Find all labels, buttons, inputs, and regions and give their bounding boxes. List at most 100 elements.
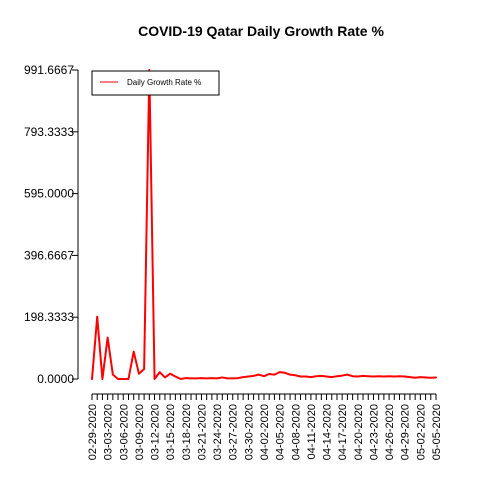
data-point bbox=[195, 377, 197, 379]
data-point bbox=[169, 373, 171, 375]
data-point bbox=[101, 378, 104, 380]
x-tick-label: 02-29-2020 bbox=[87, 404, 99, 460]
series-line-daily-growth-rate bbox=[91, 69, 437, 380]
data-point bbox=[357, 375, 359, 378]
data-point bbox=[372, 375, 375, 378]
y-tick-label: 595.0000 bbox=[24, 187, 74, 201]
data-point bbox=[388, 375, 390, 377]
data-point bbox=[242, 376, 244, 378]
data-point bbox=[127, 378, 130, 380]
data-point bbox=[279, 371, 281, 373]
data-point bbox=[336, 375, 338, 377]
data-point bbox=[226, 377, 229, 379]
data-point bbox=[398, 375, 401, 377]
data-point bbox=[320, 375, 322, 377]
x-tick-label: 03-24-2020 bbox=[212, 404, 224, 460]
y-tick-label: 793.3333 bbox=[24, 125, 74, 139]
data-point bbox=[185, 377, 187, 379]
data-point bbox=[424, 376, 427, 379]
y-tick-label: 396.6667 bbox=[24, 248, 74, 262]
x-tick-label: 04-17-2020 bbox=[337, 404, 349, 460]
data-point bbox=[174, 375, 176, 378]
chart-title: COVID-19 Qatar Daily Growth Rate % bbox=[138, 23, 384, 39]
x-tick-label: 03-21-2020 bbox=[196, 404, 208, 460]
data-point bbox=[133, 350, 135, 353]
data-point bbox=[258, 374, 260, 376]
data-point bbox=[164, 376, 166, 379]
x-tick-label: 04-02-2020 bbox=[259, 404, 271, 460]
data-point bbox=[263, 375, 265, 377]
data-point bbox=[180, 378, 182, 380]
y-tick-label: 0.0000 bbox=[37, 372, 74, 386]
x-axis: 02-29-2020 03-03-2020 03-06-2020 03-09-2020… bbox=[87, 393, 443, 460]
data-point bbox=[435, 376, 437, 379]
y-axis: 0.0000 198.3333 396.6667 595.0000 793.3333 99… bbox=[24, 63, 79, 386]
x-tick-label: 05-02-2020 bbox=[415, 404, 427, 460]
data-point bbox=[117, 378, 119, 380]
data-point bbox=[409, 376, 411, 378]
data-point bbox=[294, 374, 296, 376]
data-point bbox=[206, 377, 208, 379]
data-point bbox=[247, 375, 249, 378]
data-point bbox=[221, 376, 223, 379]
data-point bbox=[289, 374, 291, 376]
data-point bbox=[341, 374, 343, 377]
legend-box bbox=[91, 70, 220, 96]
data-point bbox=[331, 376, 333, 378]
y-tick-label: 198.3333 bbox=[24, 310, 74, 324]
data-point bbox=[310, 376, 312, 378]
data-point bbox=[148, 69, 150, 71]
data-point bbox=[393, 375, 395, 378]
x-tick-label: 04-26-2020 bbox=[384, 404, 396, 460]
data-point bbox=[138, 373, 140, 375]
data-point bbox=[237, 377, 239, 379]
x-tick-label: 03-18-2020 bbox=[181, 404, 193, 460]
x-tick-label: 04-14-2020 bbox=[322, 404, 334, 460]
data-point bbox=[346, 374, 348, 376]
data-point bbox=[96, 316, 98, 318]
data-point bbox=[91, 378, 93, 380]
x-tick-label: 04-11-2020 bbox=[306, 404, 318, 459]
data-point bbox=[273, 374, 276, 376]
x-tick-label: 03-30-2020 bbox=[243, 404, 255, 460]
x-tick-label: 03-27-2020 bbox=[228, 404, 240, 460]
data-point bbox=[107, 336, 109, 339]
data-point bbox=[153, 378, 156, 380]
data-point bbox=[414, 377, 416, 379]
data-point bbox=[315, 375, 317, 377]
data-point bbox=[232, 377, 234, 379]
data-point bbox=[200, 377, 203, 379]
x-tick-label: 03-09-2020 bbox=[134, 404, 146, 460]
y-tick-label: 991.6667 bbox=[24, 63, 74, 77]
x-tick-label: 04-05-2020 bbox=[275, 404, 287, 460]
data-point bbox=[404, 375, 406, 378]
data-point bbox=[268, 373, 270, 375]
x-tick-label: 03-12-2020 bbox=[150, 404, 162, 460]
data-point bbox=[190, 377, 192, 379]
legend-entry-label: Daily Growth Rate % bbox=[127, 78, 201, 87]
x-tick-label: 04-20-2020 bbox=[353, 404, 365, 460]
data-point bbox=[383, 375, 385, 378]
plot-area bbox=[91, 69, 437, 380]
legend: Daily Growth Rate % bbox=[91, 70, 220, 96]
x-tick-label: 04-08-2020 bbox=[290, 404, 302, 460]
data-point bbox=[112, 374, 114, 376]
x-tick-label: 04-23-2020 bbox=[368, 404, 380, 460]
data-point bbox=[430, 377, 432, 379]
x-tick-label: 04-29-2020 bbox=[400, 404, 412, 460]
data-point bbox=[252, 375, 255, 377]
data-point bbox=[211, 377, 213, 379]
x-tick-label: 03-15-2020 bbox=[165, 404, 177, 460]
data-point bbox=[305, 375, 307, 378]
data-point bbox=[419, 376, 421, 378]
data-point bbox=[216, 377, 218, 379]
x-tick-label: 05-05-2020 bbox=[431, 404, 443, 460]
data-point bbox=[352, 375, 354, 377]
data-point bbox=[159, 371, 161, 373]
data-point bbox=[367, 375, 369, 377]
data-point bbox=[299, 375, 302, 378]
x-tick-label: 03-03-2020 bbox=[103, 404, 115, 460]
data-point bbox=[378, 375, 380, 377]
data-point bbox=[284, 372, 286, 374]
